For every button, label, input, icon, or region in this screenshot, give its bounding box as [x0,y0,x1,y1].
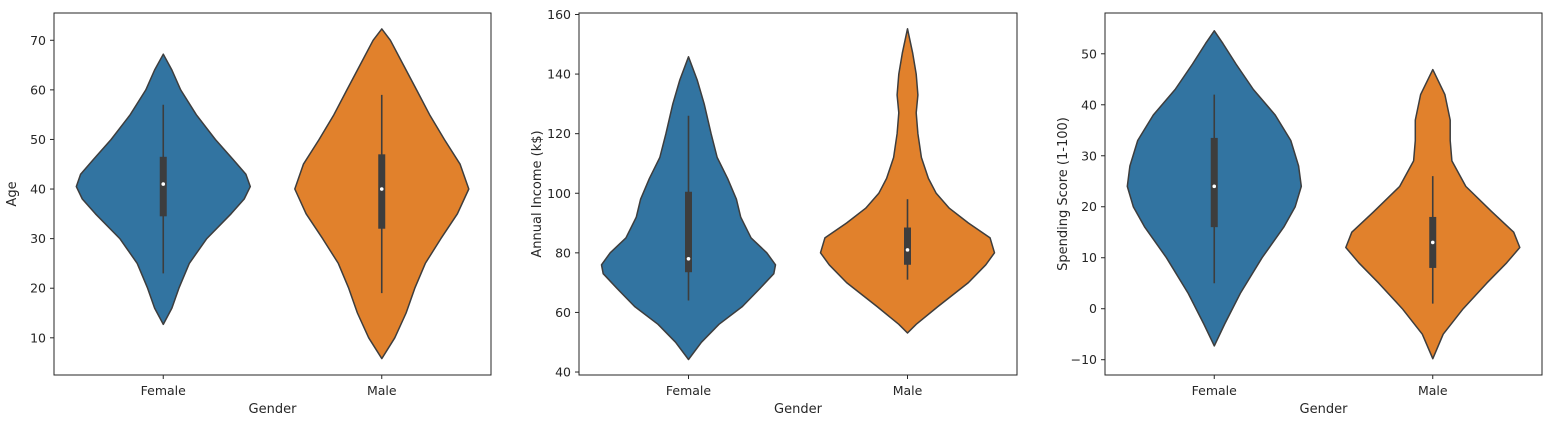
y-tick-label: 0 [1089,301,1097,316]
median-marker-male [906,248,910,252]
x-axis-label: Gender [1300,402,1349,417]
median-marker-male [1431,241,1435,245]
median-marker-male [380,187,384,191]
y-tick-label: 40 [30,182,46,197]
median-marker-female [687,257,691,261]
y-tick-label: 70 [30,33,46,48]
iqr-box-male [378,154,385,228]
iqr-box-male [904,228,911,265]
y-tick-label: 100 [547,186,571,201]
y-tick-label: 20 [1081,199,1097,214]
y-tick-label: 40 [1081,97,1097,112]
x-tick-label-female: Female [1192,383,1238,398]
y-tick-label: 30 [1081,148,1097,163]
x-tick-label-male: Male [893,383,923,398]
y-tick-label: 60 [30,82,46,97]
y-tick-label: 120 [547,126,571,141]
y-tick-label: 30 [30,231,46,246]
median-marker-female [161,182,165,186]
x-tick-label-male: Male [1418,383,1448,398]
y-tick-label: 40 [555,365,571,380]
y-tick-label: 140 [547,67,571,82]
y-tick-label: 10 [1081,250,1097,265]
y-axis-label: Spending Score (1-100) [1056,117,1071,271]
y-tick-label: 50 [30,132,46,147]
x-tick-label-female: Female [666,383,712,398]
chart-panel-2: 40 60 80 100 120 140 160 Female Male Gender Annual… [530,7,1017,417]
chart-panel-3: −10 0 10 20 30 40 50 Female Male Gender Spending S… [1056,13,1542,417]
x-tick-label-male: Male [367,383,397,398]
y-tick-label: 10 [30,330,46,345]
violin-male [821,29,995,333]
x-axis-label: Gender [249,402,298,417]
chart-panel-1: 10 20 30 40 50 60 70 Female Male Gender Age [5,13,491,417]
y-tick-label: 80 [555,245,571,260]
x-axis-label: Gender [774,402,823,417]
iqr-box-female [160,157,167,217]
y-tick-label: 60 [555,305,571,320]
y-tick-label: −10 [1071,352,1097,367]
x-tick-label-female: Female [141,383,187,398]
y-tick-label: 160 [547,7,571,22]
y-axis-label: Annual Income (k$) [530,130,545,257]
median-marker-female [1212,185,1216,189]
y-tick-label: 20 [30,281,46,296]
y-axis-label: Age [5,181,20,206]
iqr-box-female [1211,138,1218,227]
y-tick-label: 50 [1081,46,1097,61]
